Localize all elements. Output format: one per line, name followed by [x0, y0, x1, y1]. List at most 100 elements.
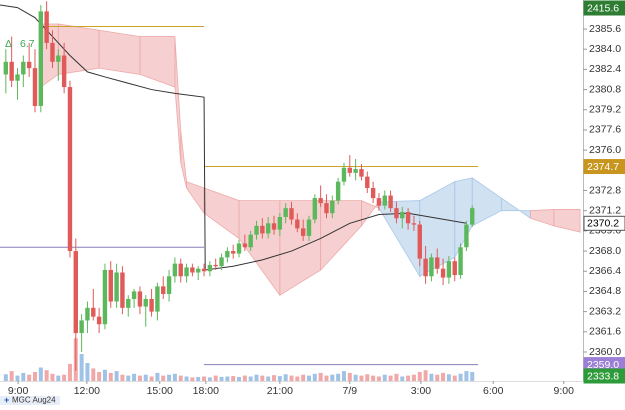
volume-bar — [248, 376, 253, 381]
volume-bar — [341, 371, 346, 381]
volume-bar — [394, 373, 399, 381]
price-badge-label: 2333.8 — [587, 370, 619, 382]
candle-body — [213, 264, 218, 267]
volume-bar — [330, 374, 335, 381]
candle-body — [190, 267, 195, 273]
volume-bar — [371, 375, 376, 381]
volume-bar — [102, 369, 107, 381]
volume-bar — [242, 375, 247, 381]
volume-bar — [231, 376, 236, 381]
volume-bar — [50, 373, 55, 381]
volume-bar — [411, 374, 416, 381]
volume-bar — [219, 376, 224, 381]
x-tick-label: 18:00 — [193, 385, 219, 397]
volume-bar — [283, 374, 288, 381]
volume-bar — [312, 373, 317, 381]
y-tick-label: 2380.8 — [589, 83, 621, 95]
volume-bar — [324, 375, 329, 381]
candle-body — [26, 61, 32, 69]
candle-body — [149, 298, 154, 312]
candle-body — [341, 167, 347, 182]
volume-bar — [289, 375, 294, 381]
volume-bar — [435, 374, 440, 381]
candle-body — [114, 272, 119, 302]
candle-body — [370, 187, 376, 199]
candle-body — [3, 61, 9, 75]
volume-bar — [196, 376, 201, 381]
candle-body — [440, 268, 446, 278]
candle-body — [400, 211, 405, 219]
x-tick-label: 21:00 — [267, 385, 293, 397]
moving-average — [0, 4, 467, 271]
candle-body — [56, 55, 61, 62]
delta-value: 6.7 — [20, 38, 35, 50]
candle-body — [335, 181, 341, 201]
y-tick-label: 2371.2 — [589, 204, 621, 216]
candle-body — [225, 251, 230, 258]
volume-bar — [161, 375, 166, 381]
candle-body — [67, 87, 73, 252]
candle-body — [271, 223, 277, 230]
candle-body — [50, 42, 55, 62]
candle-body — [184, 267, 189, 277]
volume-bar — [62, 374, 67, 381]
candle-body — [231, 251, 236, 254]
candle-body — [38, 11, 44, 106]
volume-bar — [120, 374, 125, 381]
candle-body — [108, 269, 113, 302]
volume-bar — [441, 372, 446, 381]
y-tick-label: 2376.0 — [589, 144, 621, 156]
cloud-segment — [553, 209, 581, 233]
volume-bar — [417, 372, 422, 381]
candle-body — [79, 320, 84, 334]
volume-bar — [237, 376, 242, 381]
candle-body — [277, 216, 283, 230]
candle-body — [155, 286, 160, 312]
y-tick-label: 2361.6 — [589, 326, 621, 338]
delta-label: Δ — [5, 38, 12, 50]
candle-body — [201, 268, 207, 272]
volume-bar — [429, 373, 434, 381]
volume-bar — [27, 374, 32, 381]
volume-bar — [172, 373, 177, 381]
volume-bar — [207, 377, 212, 381]
y-tick-label: 2377.6 — [589, 124, 621, 136]
candle-body — [44, 11, 49, 43]
y-tick-label: 2385.6 — [589, 23, 621, 35]
y-tick-label: 2379.2 — [589, 104, 621, 116]
volume-bar — [184, 376, 189, 381]
axes: 2385.6 2384.0 2382.4 2380.8 2379.2 2377.6 2376… — [8, 0, 625, 397]
volume-bar — [446, 374, 451, 381]
volume-bar — [336, 373, 341, 381]
volume-bar — [470, 372, 475, 381]
x-tick-label: 15:00 — [147, 385, 173, 397]
volume-bar — [38, 367, 43, 381]
candle-body — [96, 316, 102, 325]
symbol-tab[interactable]: + MGC Aug24 — [0, 395, 60, 405]
volume-bar — [21, 372, 26, 381]
volume-bar — [44, 370, 49, 381]
symbol-icon: + — [4, 395, 9, 405]
volume-bar — [79, 354, 84, 381]
candle-body — [464, 224, 469, 248]
volume-bar — [464, 371, 469, 381]
candle-body — [446, 261, 452, 278]
candle-body — [382, 195, 387, 206]
x-tick-label: 9:00 — [8, 385, 29, 397]
candle-body — [15, 74, 20, 81]
volume-bar — [318, 372, 323, 381]
volume-bar — [91, 368, 96, 381]
price-badge — [583, 215, 625, 231]
candle-body — [388, 195, 393, 209]
candle-body — [207, 264, 213, 272]
candle-body — [376, 198, 382, 206]
volume-bar — [260, 375, 265, 381]
y-tick-label: 2372.8 — [589, 184, 621, 196]
candle-body — [254, 225, 259, 235]
candle-body — [405, 211, 411, 224]
symbol-tab-bg — [0, 396, 60, 405]
candle-body — [312, 198, 318, 220]
x-tick-label: 7/9 — [342, 385, 357, 397]
candle-body — [411, 223, 417, 225]
candle-body — [265, 223, 271, 234]
